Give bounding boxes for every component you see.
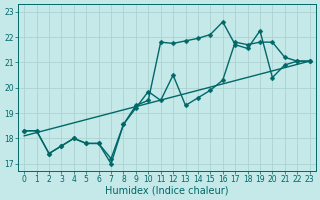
X-axis label: Humidex (Indice chaleur): Humidex (Indice chaleur)	[105, 186, 229, 196]
